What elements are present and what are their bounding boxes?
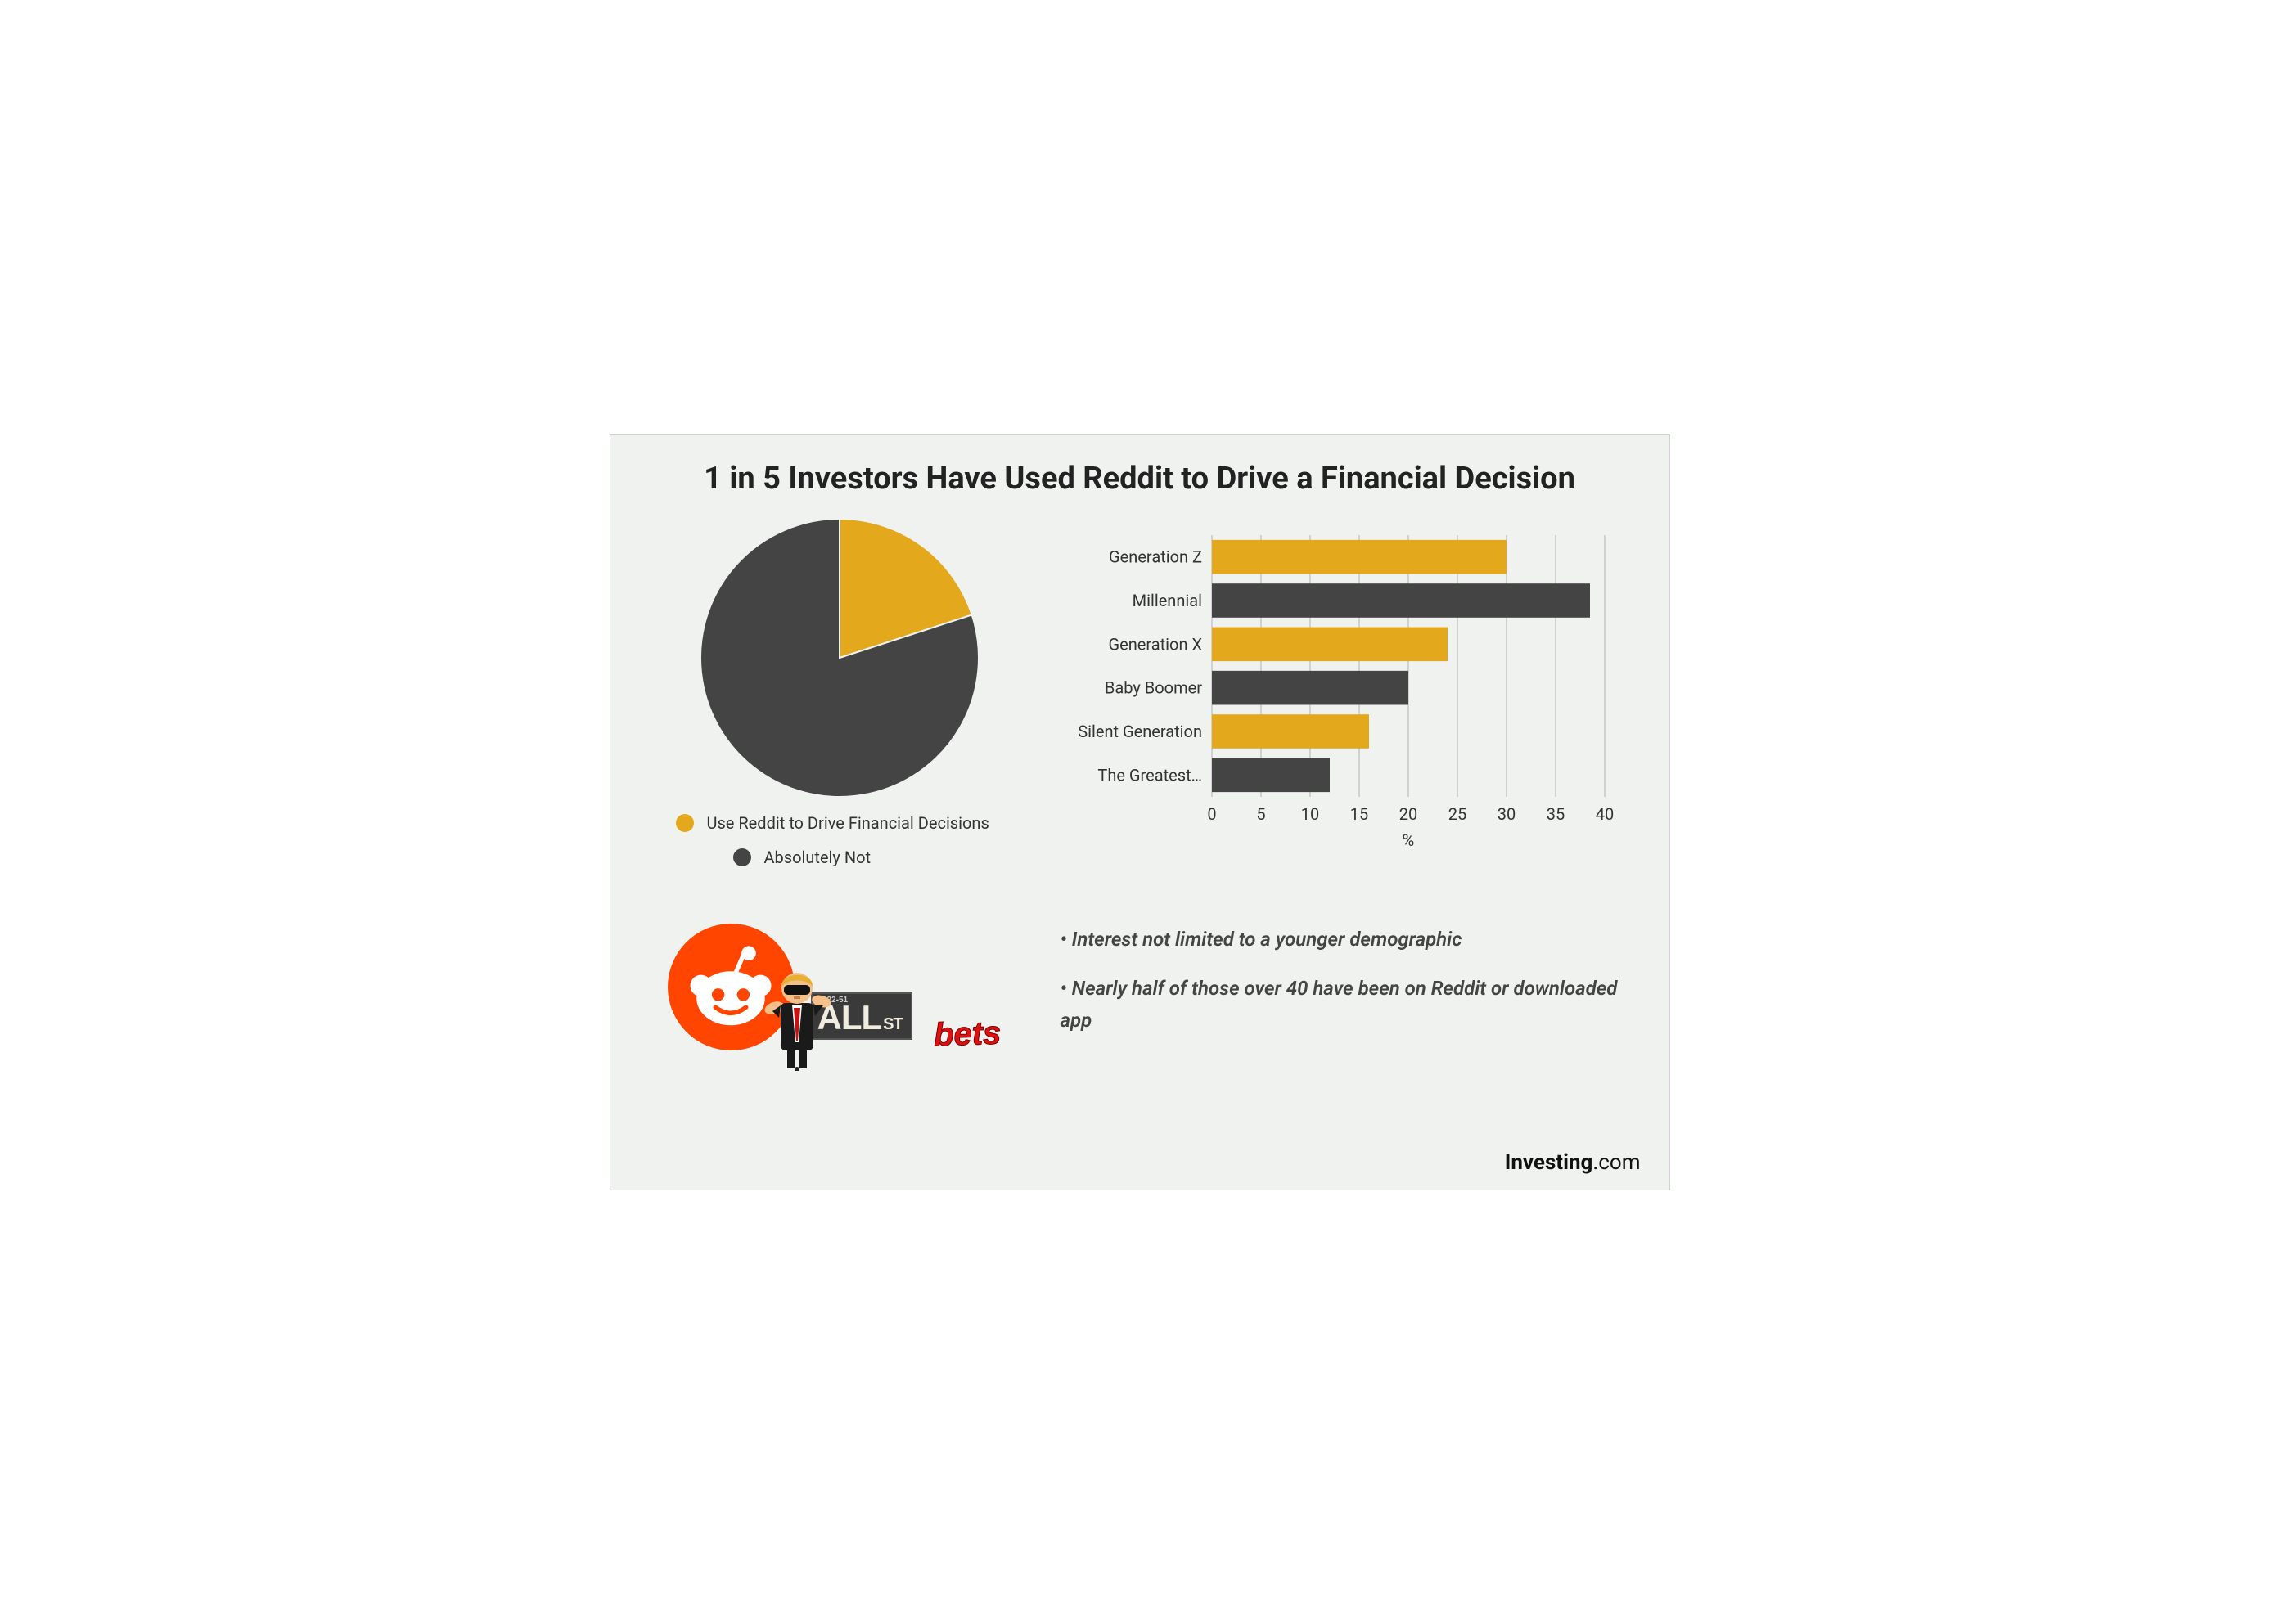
bar [1212, 714, 1369, 749]
pie-legend: Use Reddit to Drive Financial Decisions A… [643, 813, 989, 882]
headline: 1 in 5 Investors Have Used Reddit to Dri… [643, 460, 1637, 499]
x-tick-label: 10 [1300, 804, 1318, 824]
bar [1212, 583, 1590, 618]
bets-text: bets [933, 1015, 1002, 1055]
bar-chart: 0 5 10 15 20 25 30 35 40% Generation Z Millennial G… [1061, 519, 1637, 879]
x-tick-label: 25 [1448, 804, 1466, 824]
category-label: Generation Z [1109, 547, 1202, 567]
bullet-item: • Interest not limited to a younger demo… [1061, 924, 1637, 955]
category-label: The Greatest… [1097, 765, 1202, 785]
pie-chart [700, 519, 979, 797]
legend-item: Use Reddit to Drive Financial Decisions [676, 813, 989, 833]
legend-label: Absolutely Not [764, 848, 872, 867]
x-tick-label: 5 [1256, 804, 1265, 824]
legend-swatch [733, 848, 751, 866]
legend-swatch [676, 814, 694, 832]
pie-block: Use Reddit to Drive Financial Decisions A… [643, 519, 1036, 879]
x-tick-label: 35 [1546, 804, 1564, 824]
x-tick-label: 0 [1207, 804, 1216, 824]
brand-suffix: .com [1592, 1150, 1640, 1175]
bullet-item: • Nearly half of those over 40 have been… [1061, 973, 1637, 1036]
wallstreetbets-icon: ←22-51 ALL ST bets [758, 960, 912, 1071]
category-label: Baby Boomer [1104, 678, 1201, 698]
category-label: Millennial [1132, 591, 1201, 610]
x-tick-label: 15 [1349, 804, 1367, 824]
category-label: Generation X [1108, 634, 1202, 654]
wall-sign-st: ST [883, 1015, 903, 1034]
x-tick-label: 40 [1595, 804, 1613, 824]
bottom-row: ←22-51 ALL ST bets • Interest not limite… [643, 924, 1637, 1079]
legend-item: Absolutely Not [733, 848, 989, 867]
legend-label: Use Reddit to Drive Financial Decisions [707, 813, 989, 833]
infographic-card: 1 in 5 Investors Have Used Reddit to Dri… [610, 434, 1670, 1190]
x-axis-label: % [1402, 830, 1414, 850]
bar [1212, 628, 1448, 662]
bar [1212, 758, 1330, 793]
bar [1212, 540, 1507, 574]
category-label: Silent Generation [1078, 722, 1202, 741]
bullet-list: • Interest not limited to a younger demo… [1061, 924, 1637, 1054]
brand-attribution: Investing.com [1505, 1150, 1641, 1175]
x-tick-label: 20 [1398, 804, 1416, 824]
brand-name: Investing [1505, 1150, 1593, 1175]
x-tick-label: 30 [1497, 804, 1515, 824]
charts-row: Use Reddit to Drive Financial Decisions A… [643, 519, 1637, 879]
bar [1212, 671, 1408, 705]
logo-cluster: ←22-51 ALL ST bets [643, 924, 1036, 1079]
